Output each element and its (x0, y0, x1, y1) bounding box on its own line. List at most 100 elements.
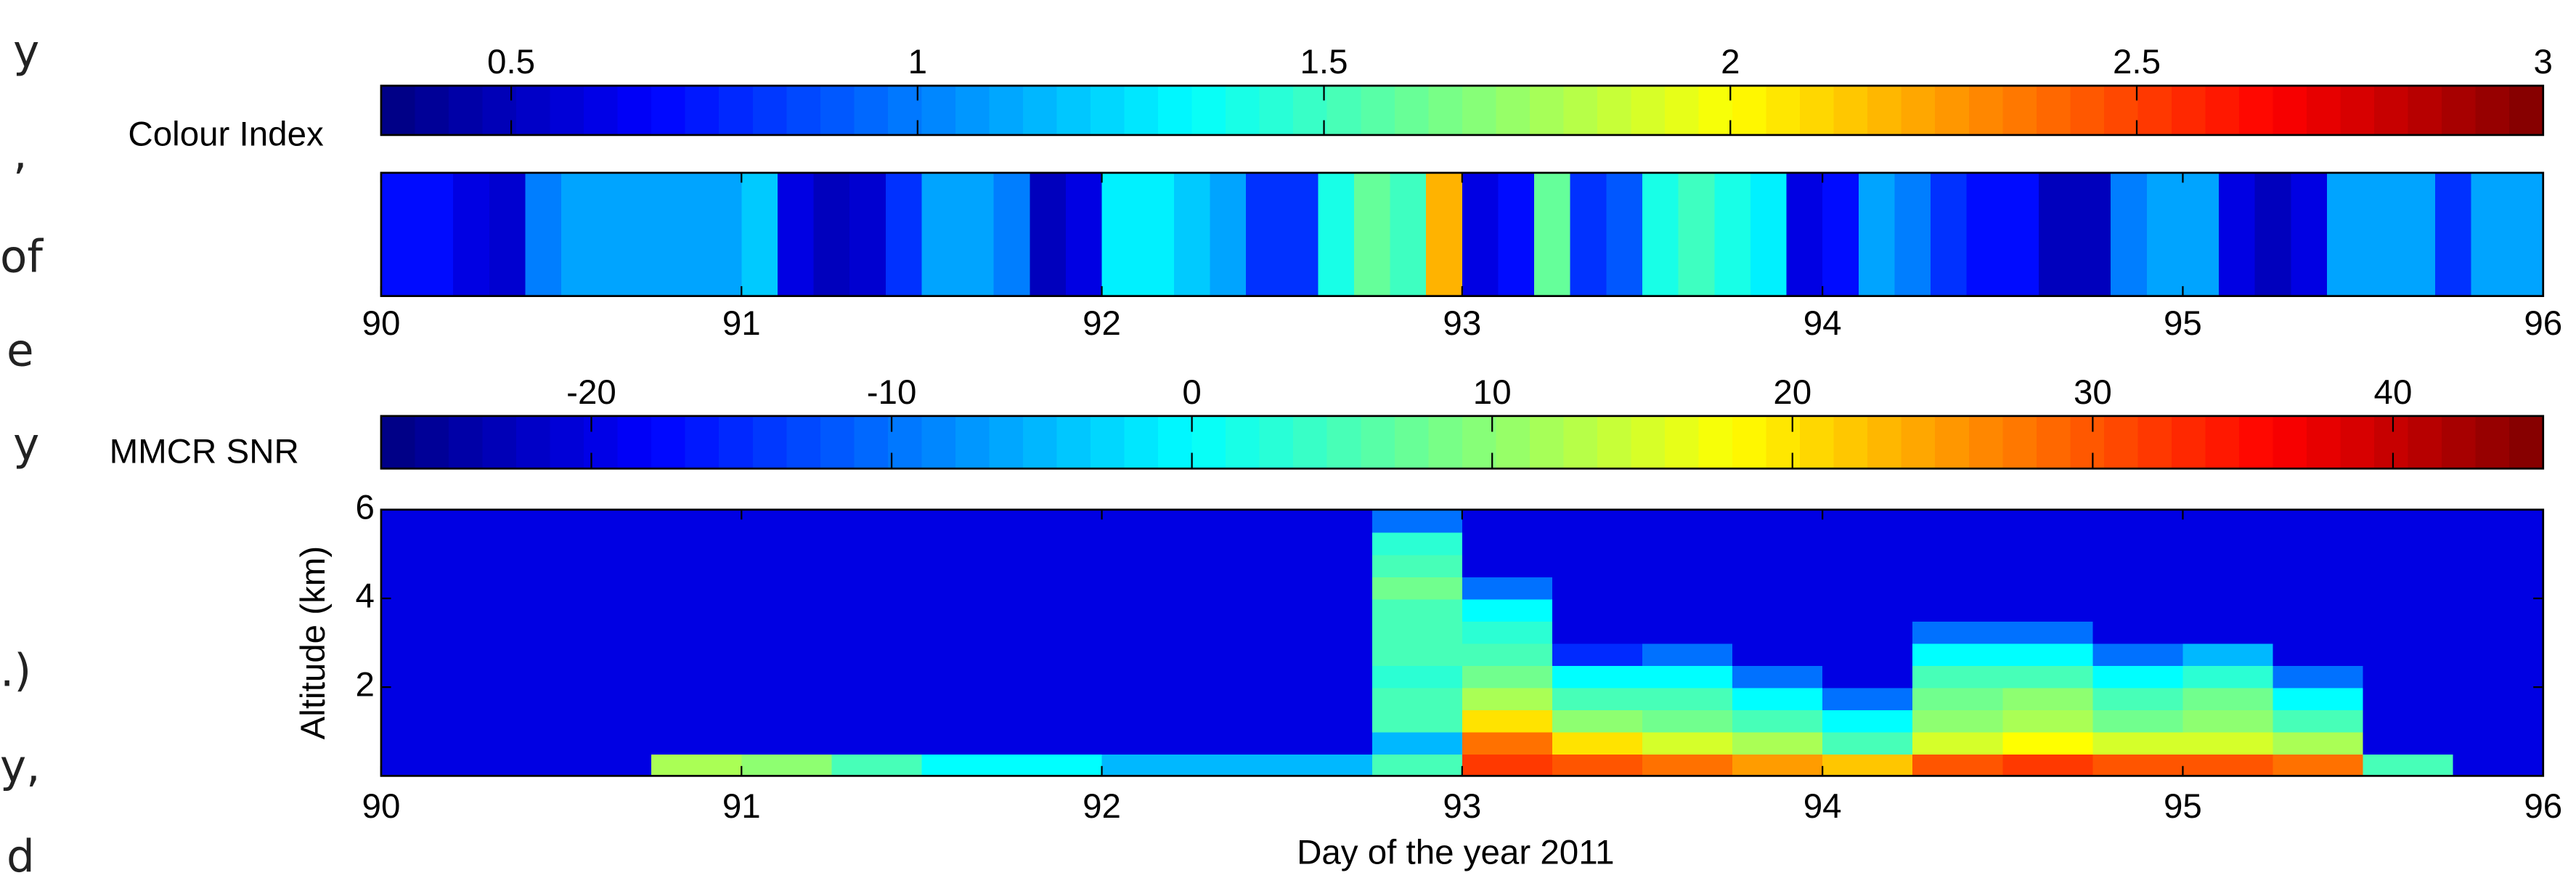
snr-cell (380, 598, 473, 622)
margin-fragment: of (0, 231, 44, 282)
snr-cell (741, 553, 833, 577)
snr-cell (1642, 620, 1734, 644)
snr-cell (1912, 620, 2004, 644)
colorbar-step (2002, 415, 2038, 469)
snr-cell (380, 576, 473, 600)
colorbar-step (550, 415, 585, 469)
x-tick-label: 93 (1443, 304, 1481, 343)
snr-cell (2453, 687, 2545, 711)
snr-cell (561, 553, 653, 577)
snr-cell (2453, 664, 2545, 688)
snr-cell (1552, 709, 1644, 733)
snr-cell (651, 687, 743, 711)
colorbar-step (1191, 415, 1227, 469)
snr-cell (1191, 664, 1284, 688)
snr-cell (2092, 509, 2184, 533)
snr-cell (2363, 532, 2455, 556)
colorbar-step (1496, 415, 1531, 469)
colorbar-step (1462, 86, 1497, 135)
snr-cell (651, 753, 743, 777)
colorbar-step (1800, 86, 1835, 135)
colorbar-step (1259, 415, 1295, 469)
colorbar-step (1124, 86, 1159, 135)
snr-cell (1642, 664, 1734, 688)
snr-cell (2453, 598, 2545, 622)
colorbar-step (1022, 415, 1058, 469)
colorbar-step (1800, 415, 1835, 469)
snr-cell (1462, 731, 1554, 755)
snr-cell (2002, 753, 2094, 777)
y-tick-label: 4 (355, 577, 374, 616)
snr-cell (471, 643, 563, 666)
snr-cell (1281, 576, 1374, 600)
colorbar-step (1361, 415, 1396, 469)
snr-cell (471, 532, 563, 556)
colorbar-step (1056, 86, 1092, 135)
x-tick-label: 92 (1083, 304, 1121, 343)
colorbar-step (1394, 86, 1430, 135)
snr-cell (1371, 643, 1464, 666)
snr-cell (1912, 598, 2004, 622)
snr-cell (2273, 553, 2364, 577)
snr-cell (2002, 731, 2094, 755)
snr-cell (1011, 731, 1103, 755)
snr-cell (1281, 709, 1374, 733)
colour-index-cell (1462, 172, 1499, 296)
colorbar-step (1191, 86, 1227, 135)
colour-index-cell (2254, 172, 2292, 296)
colorbar-step (1698, 86, 1734, 135)
colour-index-cell (1822, 172, 1860, 296)
colour-index-cell (705, 172, 743, 296)
colour-index-cell (777, 172, 815, 296)
snr-cell (471, 687, 563, 711)
snr-cell (921, 664, 1013, 688)
snr-cell (1462, 509, 1554, 533)
snr-cell (1642, 687, 1734, 711)
colorbar-step (1428, 415, 1464, 469)
colorbar-step (2408, 86, 2443, 135)
colour-index-cell (849, 172, 887, 296)
y-axis-label: Altitude (km) (294, 546, 333, 740)
colorbar-step (1091, 415, 1125, 469)
colour-index-cell (1642, 172, 1679, 296)
x-tick-label: 92 (1083, 787, 1121, 826)
snr-cell (921, 709, 1013, 733)
colorbar-frame (380, 84, 2545, 137)
colorbar-step (1665, 415, 1700, 469)
snr-cell (1281, 664, 1374, 688)
snr-cell (1011, 643, 1103, 666)
snr-cell (1011, 509, 1103, 533)
snr-cell (741, 664, 833, 688)
colorbar-tick-label: -20 (566, 373, 616, 412)
snr-cell (1642, 753, 1734, 777)
colour-index-cell (380, 172, 418, 296)
snr-cell (2092, 687, 2184, 711)
snr-cell (561, 709, 653, 733)
snr-cell (831, 664, 923, 688)
snr-cell (831, 576, 923, 600)
snr-cell (651, 709, 743, 733)
snr-cell (2453, 620, 2545, 644)
colorbar-step (2205, 86, 2241, 135)
snr-cell (1552, 664, 1644, 688)
colour-index-cell (2399, 172, 2437, 296)
colorbar-tick-label: 20 (1773, 373, 1811, 412)
colorbar-step (887, 415, 923, 469)
snr-cell (2273, 620, 2364, 644)
snr-cell (2092, 576, 2184, 600)
snr-cell (2002, 509, 2094, 533)
snr-cell (1281, 731, 1374, 755)
colorbar-step (1361, 86, 1396, 135)
snr-cell (1281, 553, 1374, 577)
snr-cell (1101, 620, 1193, 644)
colorbar-step (2408, 415, 2443, 469)
snr-cell (2002, 532, 2094, 556)
snr-cell (1552, 643, 1644, 666)
snr-cell (651, 553, 743, 577)
snr-cell (1011, 687, 1103, 711)
snr-cell (741, 576, 833, 600)
snr-cell (921, 553, 1013, 577)
snr-cell (561, 731, 653, 755)
colorbar-step (685, 415, 720, 469)
colour-index-cell (417, 172, 455, 296)
